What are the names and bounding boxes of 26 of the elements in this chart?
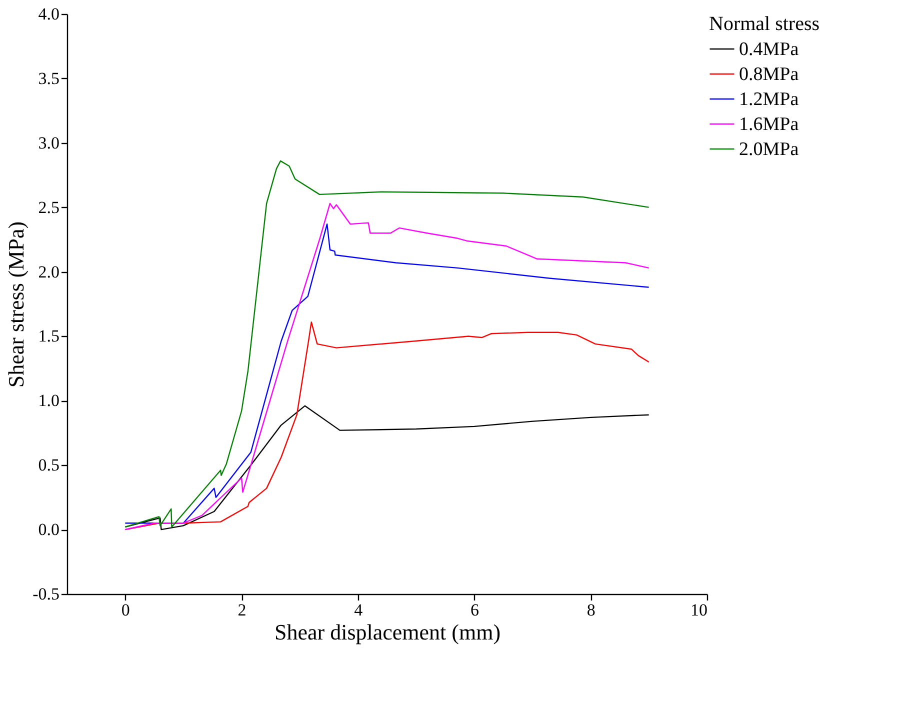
x-tick-label: 10 bbox=[690, 600, 708, 620]
y-tick-label: 0.5 bbox=[38, 456, 60, 475]
x-tick-label: 4 bbox=[354, 600, 364, 620]
y-tick-label: 1.0 bbox=[38, 391, 60, 410]
x-axis-title: Shear displacement (mm) bbox=[274, 620, 501, 644]
y-tick-label: 2.0 bbox=[38, 262, 60, 282]
y-tick-label: -0.5 bbox=[32, 584, 60, 604]
line-series bbox=[124, 321, 650, 530]
y-axis-title: Shear stress (MPa) bbox=[4, 221, 29, 388]
legend-label: 1.6MPa bbox=[739, 114, 800, 135]
x-tick-label: 0 bbox=[121, 600, 130, 620]
x-tick-label: 2 bbox=[238, 600, 246, 620]
legend-label: 0.8MPa bbox=[739, 64, 800, 85]
legend-label: 0.4MPa bbox=[739, 39, 800, 60]
legend-label: 1.2MPa bbox=[739, 89, 800, 110]
y-tick-label: 2.5 bbox=[38, 198, 60, 217]
x-tick-label: 8 bbox=[586, 600, 596, 620]
y-tick-label: 0.0 bbox=[38, 520, 60, 540]
y-tick-label: 4.0 bbox=[38, 4, 60, 24]
y-tick-label: 3.0 bbox=[38, 133, 60, 152]
legend-title: Normal stress bbox=[709, 13, 820, 35]
y-tick-label: 3.5 bbox=[38, 68, 60, 88]
line-series bbox=[124, 405, 650, 530]
y-tick-label: 1.5 bbox=[38, 326, 60, 346]
legend-label: 2.0MPa bbox=[739, 139, 800, 160]
x-tick-label: 6 bbox=[470, 600, 480, 620]
